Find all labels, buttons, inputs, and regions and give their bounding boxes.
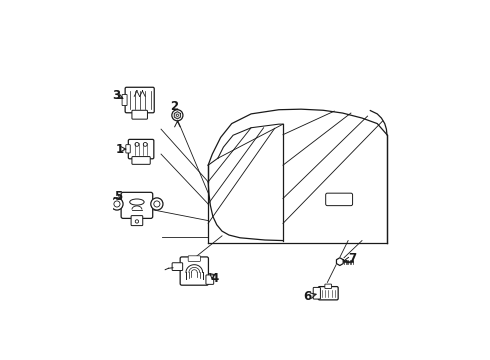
FancyBboxPatch shape xyxy=(206,275,214,284)
Circle shape xyxy=(176,114,178,116)
FancyBboxPatch shape xyxy=(125,87,154,113)
Circle shape xyxy=(111,198,123,210)
Text: 4: 4 xyxy=(210,272,219,285)
Polygon shape xyxy=(174,112,180,119)
Text: 3: 3 xyxy=(112,89,120,102)
Text: 2: 2 xyxy=(171,100,179,113)
Text: 7: 7 xyxy=(348,252,356,265)
FancyBboxPatch shape xyxy=(132,110,147,119)
FancyBboxPatch shape xyxy=(188,256,200,261)
Circle shape xyxy=(151,198,163,210)
Polygon shape xyxy=(337,258,343,266)
FancyBboxPatch shape xyxy=(313,287,320,299)
FancyBboxPatch shape xyxy=(128,139,154,159)
FancyBboxPatch shape xyxy=(180,257,208,285)
Circle shape xyxy=(135,220,139,223)
FancyBboxPatch shape xyxy=(132,157,150,164)
FancyBboxPatch shape xyxy=(325,284,332,288)
FancyBboxPatch shape xyxy=(121,192,153,219)
Circle shape xyxy=(114,201,120,207)
FancyBboxPatch shape xyxy=(131,216,143,226)
Text: 1: 1 xyxy=(115,143,123,156)
Circle shape xyxy=(143,143,147,146)
Circle shape xyxy=(154,201,160,207)
Circle shape xyxy=(172,110,183,121)
FancyBboxPatch shape xyxy=(318,287,338,300)
Text: 6: 6 xyxy=(303,290,312,303)
FancyBboxPatch shape xyxy=(126,145,130,153)
FancyBboxPatch shape xyxy=(326,193,353,206)
FancyBboxPatch shape xyxy=(122,94,127,105)
Text: 5: 5 xyxy=(115,190,123,203)
Circle shape xyxy=(135,143,139,146)
FancyBboxPatch shape xyxy=(172,263,183,270)
Ellipse shape xyxy=(130,199,144,205)
